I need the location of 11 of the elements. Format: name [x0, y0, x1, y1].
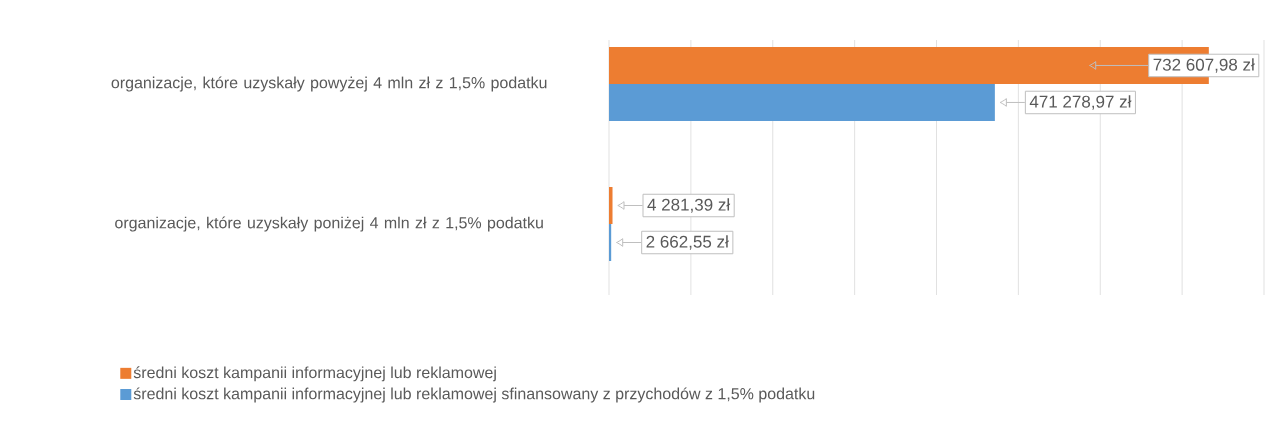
data-label: 4 281,39 zł — [647, 198, 731, 213]
legend-label: średni koszt kampanii informacyjnej lub reklamowej sfinansowany z przychodów z 1,5% podatku — [133, 387, 815, 403]
y-tick-label: organizacje, które uzyskały poniżej 4 mln zł z 1,5% podatku — [115, 216, 543, 232]
bar — [609, 187, 613, 224]
data-label: 732 607,98 zł — [1153, 58, 1255, 73]
data-label: 471 278,97 zł — [1029, 95, 1132, 110]
bar — [609, 83, 995, 121]
y-tick-label: organizacje, które uzyskały powyżej 4 mln zł z 1,5% podatku — [111, 76, 547, 92]
legend-label: średni koszt kampanii informacyjnej lub reklamowej — [133, 366, 496, 382]
data-label: 2 662,55 zł — [646, 235, 729, 250]
bar — [609, 224, 612, 261]
